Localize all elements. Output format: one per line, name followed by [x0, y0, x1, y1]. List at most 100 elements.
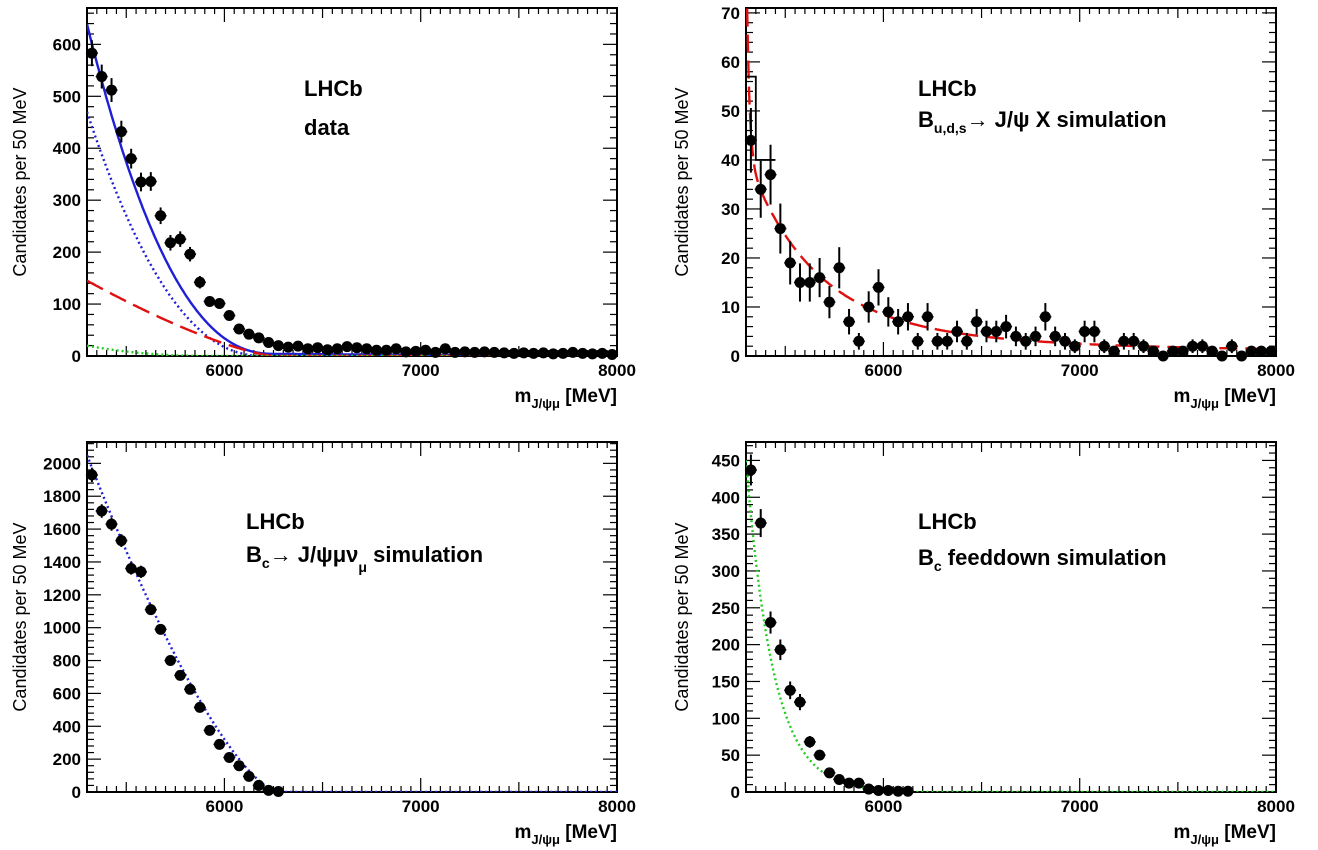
data-point: [764, 611, 777, 634]
data-point: [282, 341, 295, 353]
data-point: [272, 786, 285, 798]
data-marker: [833, 773, 845, 785]
plot-frame: [745, 441, 1277, 793]
data-marker: [341, 341, 353, 353]
data-point: [292, 340, 305, 352]
data-marker: [990, 325, 1002, 337]
data-point: [1039, 303, 1052, 331]
data-marker: [302, 343, 314, 355]
data-point: [213, 738, 226, 750]
data-point: [184, 246, 197, 262]
x-tick-label: 8000: [1257, 797, 1295, 816]
data-marker: [863, 783, 875, 795]
data-point: [586, 348, 599, 360]
data-marker: [86, 469, 98, 481]
data-marker: [135, 566, 147, 578]
data-point: [223, 309, 236, 321]
y-axis-title: Candidates per 50 MeV: [10, 87, 30, 276]
data-point: [390, 343, 403, 355]
data-marker: [823, 296, 835, 308]
data-marker: [1098, 340, 1110, 352]
data-point: [941, 332, 954, 350]
data-point: [566, 346, 579, 358]
fit-curve-1: [87, 111, 617, 356]
data-marker: [1187, 340, 1199, 352]
data-point: [174, 231, 187, 247]
data-marker: [518, 347, 530, 359]
data-marker: [214, 738, 225, 750]
data-point: [1000, 314, 1013, 339]
data-marker: [853, 777, 865, 789]
data-point: [125, 562, 138, 575]
data-marker: [253, 332, 265, 344]
y-tick-label: 0: [731, 783, 740, 802]
data-point: [262, 784, 275, 796]
data-marker: [223, 751, 235, 763]
data-marker: [371, 344, 383, 356]
y-axis-ticks: [746, 445, 1276, 793]
data-points: [85, 467, 285, 798]
y-tick-label: 50: [721, 746, 740, 765]
data-point: [852, 777, 865, 789]
data-marker: [351, 342, 363, 354]
data-marker: [194, 276, 206, 288]
data-marker: [1167, 345, 1179, 357]
data-point: [233, 760, 246, 772]
fit-curve-0: [87, 454, 617, 792]
data-points: [85, 40, 619, 360]
y-tick-label: 30: [721, 200, 740, 219]
data-marker: [164, 655, 176, 667]
data-point: [901, 785, 914, 797]
data-marker: [951, 325, 963, 337]
data-point: [144, 172, 157, 191]
data-point: [409, 345, 422, 357]
data-marker: [814, 749, 826, 761]
data-marker: [557, 347, 569, 359]
data-marker: [577, 347, 589, 359]
y-tick-label: 400: [712, 488, 740, 507]
y-axis-ticks: [87, 12, 617, 357]
data-marker: [1255, 345, 1267, 357]
data-marker: [1069, 340, 1081, 352]
data-marker: [1147, 345, 1159, 357]
x-tick-label: 6000: [205, 361, 243, 380]
fit-curves: [746, 460, 1276, 792]
data-marker: [321, 344, 333, 356]
data-marker: [214, 298, 225, 310]
data-marker: [1088, 325, 1100, 337]
data-point: [95, 504, 108, 518]
data-point: [901, 303, 914, 331]
data-marker: [439, 343, 451, 355]
data-marker: [204, 295, 216, 307]
data-marker: [1020, 335, 1032, 347]
y-tick-label: 0: [72, 347, 81, 366]
x-tick-label: 6000: [864, 797, 902, 816]
y-tick-label: 1600: [43, 520, 81, 539]
data-marker: [784, 684, 796, 696]
fit-curve-0: [87, 23, 617, 356]
data-marker: [174, 233, 186, 245]
data-marker: [282, 341, 294, 353]
x-axis-ticks: [745, 8, 1277, 356]
x-tick-label: 6000: [864, 361, 902, 380]
data-point: [951, 320, 964, 343]
fit-curves: [87, 23, 617, 356]
plot-frame: [86, 441, 618, 793]
fit-curve-0: [746, 8, 1276, 351]
data-marker: [1236, 350, 1248, 362]
data-marker: [941, 335, 953, 347]
data-point: [862, 783, 875, 795]
data-point: [537, 347, 550, 359]
data-point: [1157, 350, 1170, 362]
data-point: [1098, 339, 1111, 354]
y-tick-label: 350: [712, 525, 740, 544]
data-point: [803, 736, 816, 748]
data-point: [1088, 320, 1101, 343]
data-point: [272, 340, 285, 352]
data-marker: [833, 262, 845, 274]
data-marker: [596, 347, 608, 359]
data-marker: [410, 345, 422, 357]
panel-bc: 6000 7000 8000 0 200 400 600 800 1000 1200 1400 160…: [10, 441, 636, 847]
y-axis-title: Candidates per 50 MeV: [672, 87, 692, 276]
data-marker: [1118, 335, 1130, 347]
